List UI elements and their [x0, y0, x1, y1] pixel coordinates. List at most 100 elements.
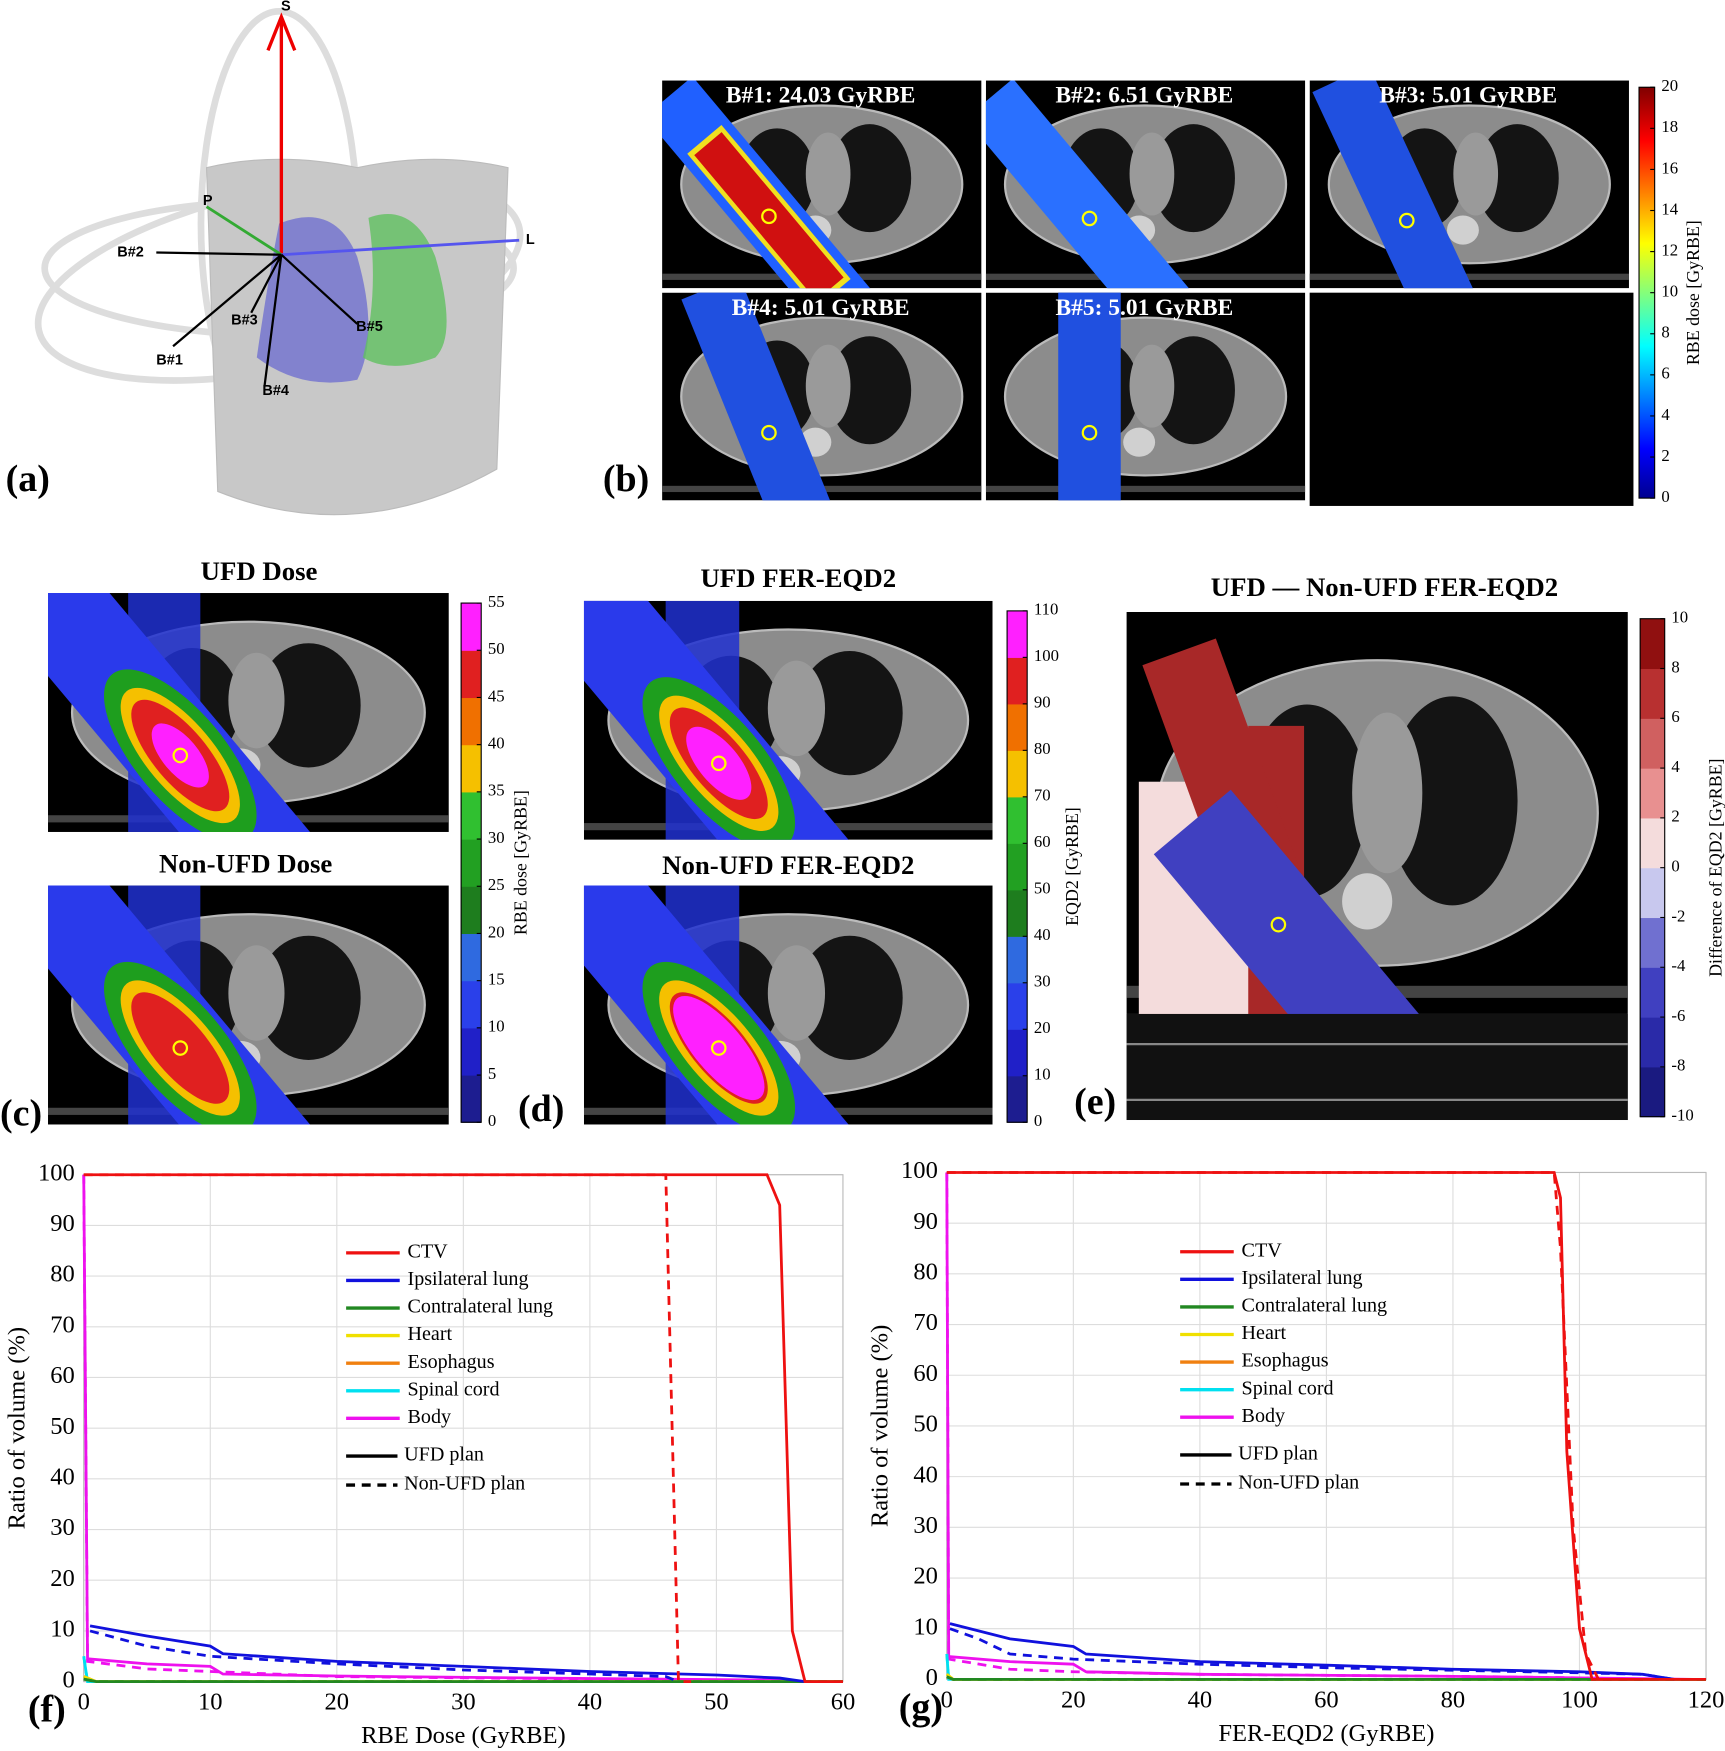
label: 55 [488, 592, 505, 611]
label: UFD plan [1238, 1443, 1318, 1465]
ct-lung [828, 336, 912, 445]
label: -6 [1671, 1006, 1685, 1025]
colorbar-segment [1640, 1017, 1665, 1068]
ct-slice [662, 80, 982, 289]
label: (c) [0, 1092, 42, 1134]
dvh-line [83, 1173, 843, 1684]
ct-table [985, 485, 1306, 493]
colorbar-segment [1007, 610, 1028, 658]
label: 6 [1671, 707, 1679, 726]
label: 4 [1661, 405, 1670, 424]
label: 90 [913, 1208, 938, 1235]
label: (f) [28, 1689, 66, 1731]
label: 60 [1314, 1686, 1339, 1713]
label: P [203, 193, 213, 209]
label: 90 [1034, 693, 1051, 712]
label: RBE Dose (GyRBE) [361, 1722, 566, 1749]
label: 70 [1034, 786, 1051, 805]
label: 100 [1561, 1686, 1598, 1713]
dose-region [1058, 292, 1121, 501]
ct-image [48, 593, 449, 832]
colorbar-segment [1640, 718, 1665, 769]
label: 30 [1034, 972, 1051, 991]
label: Non-UFD plan [404, 1473, 525, 1495]
label: 100 [1034, 646, 1059, 665]
beam-title: B#2: 6.51 GyRBE [1056, 83, 1234, 109]
dose-region [673, 995, 765, 1101]
label: 20 [1034, 1018, 1051, 1037]
dvh-line [946, 1675, 1707, 1681]
label: 4 [1671, 757, 1680, 776]
label: 30 [451, 1689, 476, 1716]
label: UFD FER-EQD2 [700, 563, 896, 593]
label: 100 [901, 1157, 938, 1184]
label: 80 [1441, 1686, 1466, 1713]
label: 50 [488, 639, 505, 658]
label: 0 [1661, 487, 1669, 506]
dose-region [694, 132, 844, 289]
ct-lung [256, 643, 361, 768]
label: -4 [1671, 956, 1686, 975]
colorbar-segment [1007, 982, 1028, 1030]
label: CTV [408, 1240, 449, 1262]
colorbar-segment [1640, 917, 1665, 968]
label: 0 [926, 1664, 938, 1691]
ct-slice [583, 600, 993, 840]
target [172, 1040, 189, 1056]
label: (g) [899, 1686, 943, 1728]
colorbar-frame [460, 602, 482, 1123]
dvh-line [945, 1172, 1694, 1681]
label: B#1 [156, 353, 183, 369]
label: B#3 [231, 312, 258, 328]
ct-image [1126, 612, 1628, 1014]
label: 120 [1688, 1686, 1725, 1713]
label: EQD2 [GyRBE] [1062, 807, 1082, 926]
label: (e) [1074, 1081, 1116, 1123]
render-3d [34, 7, 524, 516]
label: 10 [1034, 1065, 1051, 1084]
target [710, 755, 727, 772]
label: 30 [50, 1514, 75, 1541]
target [1081, 210, 1098, 227]
ct-heart [805, 132, 851, 216]
label: Ratio of volume (%) [4, 1327, 31, 1529]
label: Contralateral lung [1242, 1295, 1388, 1317]
label: B#4 [262, 383, 289, 399]
colorbar-segment [461, 839, 482, 887]
target [761, 424, 777, 441]
label: B#5 [356, 319, 383, 335]
label: 40 [1034, 925, 1051, 944]
dvh-line [949, 1627, 1675, 1681]
dvh-line [89, 1624, 806, 1683]
ct-slice [662, 292, 982, 501]
label: 14 [1661, 199, 1678, 218]
ct-lung [1151, 124, 1235, 233]
label: Body [408, 1406, 452, 1428]
label: 0 [488, 1111, 496, 1130]
label: 5 [488, 1064, 496, 1083]
ct-image [583, 600, 993, 840]
ct-image [1309, 80, 1629, 289]
colorbar-segment [1640, 768, 1665, 819]
ct-lung [796, 935, 903, 1060]
label: Non-UFD plan [1238, 1472, 1359, 1494]
colorbar-segment [1007, 889, 1028, 937]
label: 50 [704, 1689, 729, 1716]
ct-slice [985, 292, 1306, 501]
colorbar-segment [461, 1027, 482, 1076]
dose-region [1153, 789, 1432, 1014]
colorbar-segment [461, 650, 482, 699]
ct-image [985, 292, 1306, 501]
label: 40 [913, 1461, 938, 1488]
label: Heart [408, 1323, 453, 1345]
label: 0 [941, 1686, 953, 1713]
label: Ratio of volume (%) [867, 1325, 894, 1527]
ct-heart [767, 945, 826, 1041]
ct-lung [1387, 696, 1518, 906]
label: 2 [1671, 807, 1679, 826]
colorbar-segment [1640, 618, 1665, 670]
ct-spine [1446, 215, 1479, 245]
beam-title: B#5: 5.01 GyRBE [1056, 295, 1234, 321]
label: 50 [913, 1411, 938, 1438]
